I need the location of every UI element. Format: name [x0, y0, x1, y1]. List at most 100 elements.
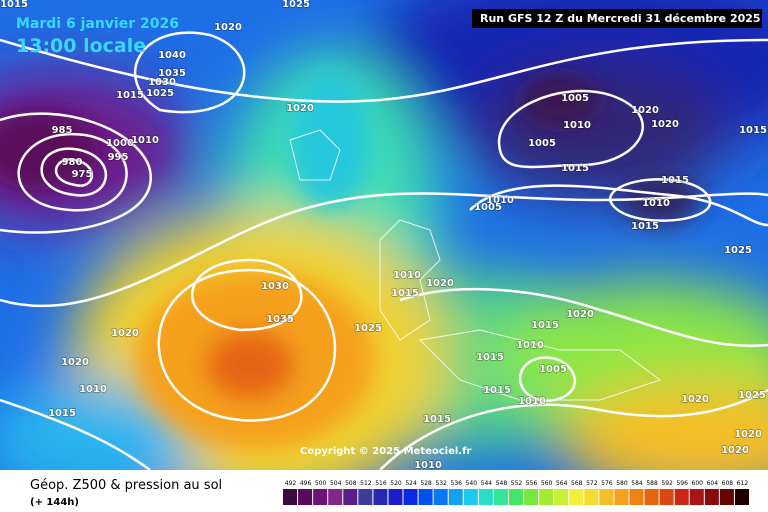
isobar-label: 1005 — [539, 364, 567, 375]
legend-swatch — [298, 489, 313, 505]
legend-label: 572 — [586, 480, 598, 487]
isobar-label: 1010 — [414, 460, 442, 471]
isobar-label: 1015 — [631, 221, 659, 232]
legend-label: 580 — [616, 480, 628, 487]
legend-label: 500 — [315, 480, 327, 487]
legend-label: 552 — [511, 480, 523, 487]
legend-label: 608 — [722, 480, 734, 487]
legend-label: 612 — [737, 480, 749, 487]
isobar-label: 995 — [108, 152, 129, 163]
isobar-label: 1005 — [528, 138, 556, 149]
isobar-label: 1010 — [131, 135, 159, 146]
legend-swatch — [328, 489, 343, 505]
legend-label: 536 — [451, 480, 463, 487]
legend-label: 576 — [601, 480, 613, 487]
legend-swatch — [644, 489, 659, 505]
isobar-label: 1015 — [739, 125, 767, 136]
legend-label: 584 — [631, 480, 643, 487]
isobar-label: 1035 — [158, 68, 186, 79]
legend-swatch — [554, 489, 569, 505]
legend-label: 544 — [481, 480, 493, 487]
isobar-label: 1010 — [393, 270, 421, 281]
legend-swatch — [719, 489, 734, 505]
legend-label: 560 — [541, 480, 553, 487]
isobar-label: 1015 — [661, 175, 689, 186]
legend-label: 568 — [571, 480, 583, 487]
legend-label: 528 — [420, 480, 432, 487]
legend-swatch — [283, 489, 298, 505]
legend-swatch — [433, 489, 448, 505]
legend-swatch — [508, 489, 524, 505]
legend-swatch — [388, 489, 403, 505]
isobar-label: 1030 — [261, 281, 289, 292]
isobar-label: 1020 — [566, 309, 594, 320]
isobar-label: 1010 — [516, 340, 544, 351]
legend-label: 508 — [345, 480, 357, 487]
isobar-label: 1020 — [61, 357, 89, 368]
isobar-label: 1025 — [146, 88, 174, 99]
legend-label: 516 — [375, 480, 387, 487]
legend-swatch — [373, 489, 388, 505]
isobar-label: 1025 — [354, 323, 382, 334]
legend-swatch — [539, 489, 554, 505]
isobar-label: 1015 — [476, 352, 504, 363]
legend-swatch — [674, 489, 689, 505]
isobar-label: 1010 — [563, 120, 591, 131]
legend-swatch — [569, 489, 584, 505]
legend-swatch — [403, 489, 418, 505]
isobar-label: 1020 — [721, 445, 749, 456]
legend-swatch — [343, 489, 358, 505]
legend-swatch — [584, 489, 599, 505]
isobar-label: 1010 — [79, 384, 107, 395]
legend-swatch — [524, 489, 539, 505]
isobar-label: 975 — [72, 169, 93, 180]
legend-label: 600 — [692, 480, 704, 487]
legend-swatch — [358, 489, 373, 505]
copyright: Copyright © 2025 Meteociel.fr — [300, 446, 471, 457]
isobar-label: 1020 — [426, 278, 454, 289]
isobar-label: 1005 — [474, 202, 502, 213]
isobar-label: 1015 — [531, 320, 559, 331]
isobar-label: 1020 — [631, 105, 659, 116]
legend-swatch — [493, 489, 508, 505]
isobar-label: 1020 — [286, 103, 314, 114]
isobar-label: 1015 — [391, 288, 419, 299]
isobar-label: 1015 — [0, 0, 28, 10]
legend-label: 532 — [435, 480, 447, 487]
isobar-label: 1040 — [158, 50, 186, 61]
run-info: Run GFS 12 Z du Mercredi 31 décembre 202… — [480, 12, 761, 25]
legend-label: 556 — [526, 480, 538, 487]
isobar-label: 985 — [52, 125, 73, 136]
isobar-label: 1015 — [48, 408, 76, 419]
isobar-label: 1020 — [681, 394, 709, 405]
legend-label: 564 — [556, 480, 568, 487]
legend-swatch — [599, 489, 614, 505]
isobar-label: 1010 — [518, 396, 546, 407]
legend-label: 604 — [707, 480, 719, 487]
legend-label: 548 — [496, 480, 508, 487]
isobar-label: 980 — [62, 157, 83, 168]
legend-swatch — [478, 489, 493, 505]
isobar-label: 1035 — [266, 314, 294, 325]
isobar-label: 1015 — [483, 385, 511, 396]
isobar-label: 1025 — [738, 390, 766, 401]
isobar-label: 1015 — [116, 90, 144, 101]
legend-swatch — [448, 489, 463, 505]
isobar-label: 1010 — [486, 195, 514, 206]
legend-swatch — [629, 489, 644, 505]
footer-title: Géop. Z500 & pression au sol — [30, 478, 222, 493]
legend-swatch — [659, 489, 674, 505]
legend-swatch — [734, 489, 749, 505]
isobar-label: 1020 — [734, 429, 762, 440]
isobar-label: 1025 — [282, 0, 310, 10]
legend-label: 492 — [285, 480, 297, 487]
legend-label: 588 — [646, 480, 658, 487]
legend-label: 596 — [676, 480, 688, 487]
legend-swatch — [689, 489, 704, 505]
legend-swatch — [313, 489, 328, 505]
legend-label: 592 — [661, 480, 673, 487]
legend-swatch — [463, 489, 478, 505]
forecast-date: Mardi 6 janvier 2026 — [16, 16, 179, 32]
